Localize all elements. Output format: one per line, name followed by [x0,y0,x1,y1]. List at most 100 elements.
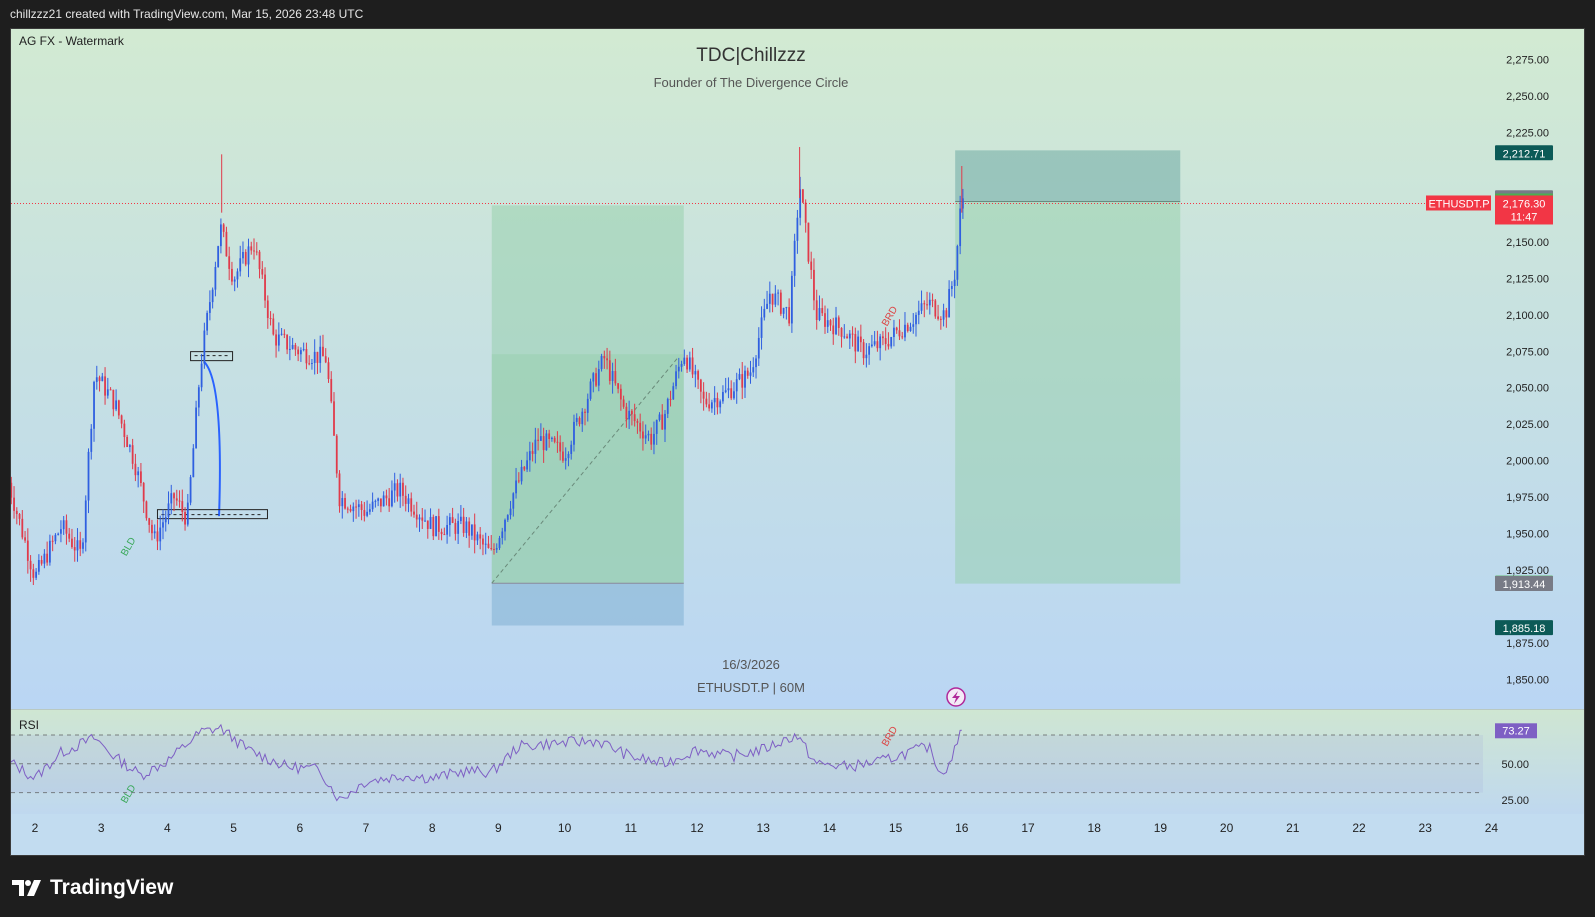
tradingview-logo[interactable]: TradingView [12,876,173,900]
candle [832,317,835,345]
candle-body [167,503,170,518]
candle [887,332,890,350]
candle-body [465,521,468,533]
candle-body [661,414,664,430]
candle-body [283,333,286,335]
candle [909,322,912,332]
current-price-tag-bg[interactable] [1495,195,1553,225]
candle-body [341,497,344,507]
candle [528,441,531,472]
candle-body [890,337,893,347]
candle [639,413,642,439]
candle-body [959,208,962,247]
price-tag: 1,885.18 [1503,623,1546,635]
candle-body [694,371,697,375]
candle [24,530,26,543]
candle-body [584,411,586,413]
rsi-value-tag-bg[interactable] [1495,723,1537,739]
candle [829,319,832,331]
position-stop-zone[interactable] [955,150,1181,202]
candle [548,429,551,448]
time-axis-tick-label: 22 [1352,821,1366,835]
candle [366,500,369,518]
drawing-box-upper[interactable] [190,351,234,362]
candle [316,351,319,374]
candle [893,319,895,347]
candle [457,513,460,544]
candle-body [912,324,915,327]
candle-body [669,398,672,400]
candle [738,368,741,381]
candle [705,391,708,408]
candle [846,333,848,339]
candle-body [614,371,617,384]
candle-body [937,316,939,319]
candle-body [917,310,920,315]
candle [741,361,744,400]
time-axis-background [11,814,1584,855]
price-tag-bg[interactable] [1495,145,1553,161]
candle-body [512,493,515,509]
candle-body [319,346,322,363]
candle-body [404,495,407,504]
candle-body [906,324,909,332]
candle [363,501,366,522]
position-target-zone[interactable] [955,201,1181,584]
candle-body [206,312,209,331]
candle [382,491,385,507]
candle [203,322,206,369]
candle-body [454,522,457,534]
candle [341,491,344,519]
candle [595,367,597,388]
price-tag-bg[interactable] [1495,576,1553,592]
candle [233,276,236,292]
candle-body [716,397,719,408]
candle [608,350,611,385]
candle [840,327,843,348]
candle-body [573,421,575,445]
time-axis-tick-label: 17 [1021,821,1035,835]
drawing-box-lower[interactable] [156,509,268,520]
candle [391,480,393,508]
candle [534,427,537,464]
candle [669,390,672,407]
candle-body [363,510,366,516]
candle-body [388,498,391,507]
candle [151,519,153,541]
candle [636,418,639,434]
candle [377,497,380,507]
candle [939,316,942,330]
candle [140,463,142,487]
candle [606,347,608,370]
chart-frame[interactable]: 50.00 25.00 73.27 BLD BRD 2,275.00 2,250.00 2,… [10,28,1585,856]
candle [231,261,233,286]
candle-body [548,433,551,440]
candle [291,337,294,350]
candle-body [175,498,178,501]
candle-body [159,527,162,542]
candle-body [393,483,396,491]
position-stop-zone[interactable] [491,583,684,626]
candle-body [865,354,868,359]
candle [266,295,269,329]
drawing-curve[interactable] [203,360,221,517]
candle [162,509,164,540]
candle-body [73,547,76,551]
candle [675,364,677,390]
candle [101,372,104,382]
candle-body [46,553,49,563]
candle-body [887,343,890,347]
candle [448,513,451,537]
alert-lightning-icon[interactable] [946,687,966,707]
price-axis-tick-label: 2,075.00 [1506,346,1549,358]
candle-body [457,521,460,534]
candle [746,367,749,379]
candle [752,357,755,378]
candle [418,514,421,532]
candle [214,261,217,297]
price-tag-bg[interactable] [1495,620,1553,636]
candle [115,389,117,412]
candle-body [54,534,57,542]
symbol-tag-bg[interactable] [1426,195,1491,211]
